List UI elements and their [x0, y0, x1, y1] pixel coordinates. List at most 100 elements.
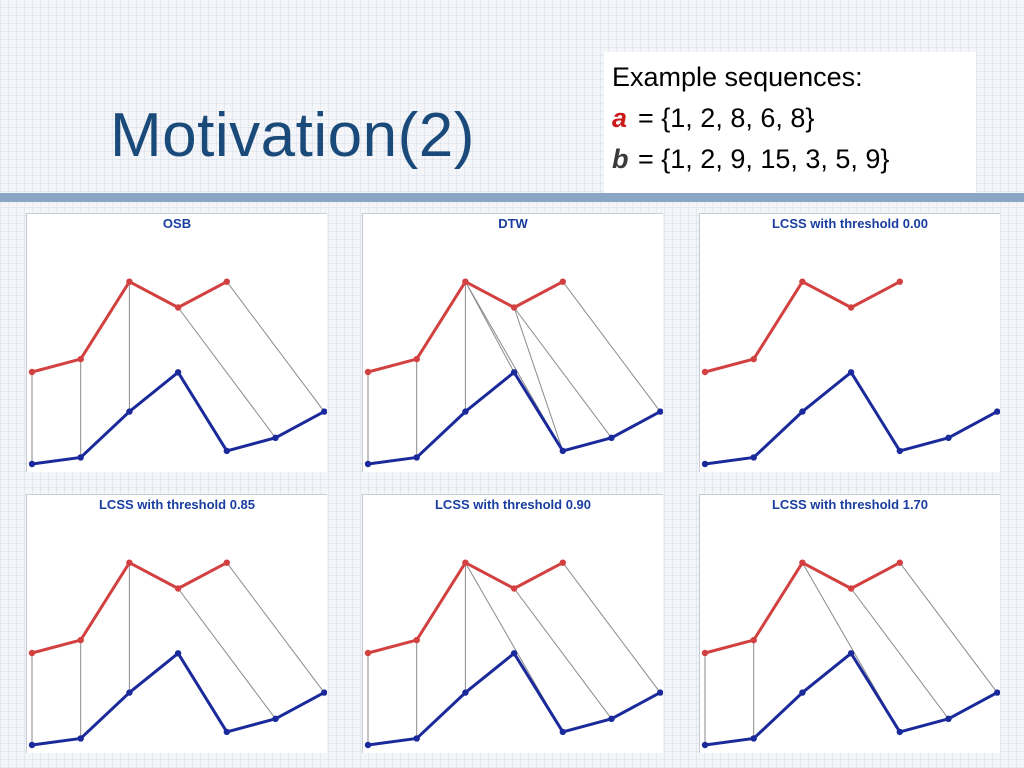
match-line [850, 588, 949, 720]
alignment-panel: LCSS with threshold 0.90 [362, 494, 663, 753]
sequence-b-point [510, 369, 518, 376]
sequence-a-point [701, 649, 709, 657]
sequence-b-line [367, 651, 661, 747]
panel-title: LCSS with threshold 0.85 [98, 497, 256, 512]
alignment-chart [701, 559, 1000, 749]
sequence-a-point [750, 636, 757, 644]
match-line [513, 307, 564, 452]
sequence-a-point [364, 649, 372, 657]
sequence-b-point [272, 715, 279, 722]
sequence-b-point [364, 460, 372, 468]
sequence-a-line [704, 561, 901, 655]
sequence-a-point [510, 585, 518, 592]
panel-title: LCSS with threshold 0.00 [771, 216, 929, 231]
sequence-a-point [223, 559, 230, 566]
sequence-b-point [510, 650, 518, 657]
sequence-a-point [174, 304, 182, 311]
sequence-b-point [364, 741, 372, 749]
sequence-b-point [750, 735, 757, 742]
match-line [562, 281, 661, 412]
sequence-b-point [750, 454, 757, 461]
sequence-a-point [750, 355, 757, 363]
match-line [562, 562, 661, 693]
sequence-a-point [28, 368, 36, 376]
sequence-b-point [799, 408, 806, 415]
sequence-a-point [559, 559, 566, 566]
sequence-b-point [657, 689, 663, 696]
sequence-a-point [510, 304, 518, 311]
sequence-a-point [364, 368, 372, 376]
sequence-a-point [174, 585, 182, 592]
sequence-a-point [413, 636, 420, 644]
panel-title: LCSS with threshold 1.70 [771, 497, 929, 512]
sequence-b-point [847, 650, 855, 657]
sequence-b-point [462, 408, 469, 415]
panel-title: OSB [162, 216, 192, 231]
panel-title: LCSS with threshold 0.90 [434, 497, 592, 512]
sequence-b-point [77, 454, 84, 461]
alignment-chart [28, 278, 327, 468]
sequence-b-point [223, 728, 230, 736]
sequence-a-point [77, 355, 84, 363]
match-line [177, 588, 276, 720]
sequence-b-point [462, 689, 469, 696]
sequence-b-point [896, 447, 903, 455]
sequence-a-point [799, 278, 806, 285]
sequence-a-point [126, 559, 133, 566]
sequence-b-point [223, 447, 230, 455]
sequence-b-point [28, 741, 36, 749]
sequence-b-point [126, 408, 133, 415]
sequence-a-point [413, 355, 420, 363]
sequence-b-point [126, 689, 133, 696]
alignment-chart [701, 278, 1000, 468]
sequence-b-point [657, 408, 663, 415]
alignment-panel: LCSS with threshold 0.00 [699, 213, 1000, 472]
sequence-b-point [701, 460, 709, 468]
sequence-b-point [272, 434, 279, 441]
sequences-heading: Example sequences: [612, 62, 863, 92]
sequence-b-point [994, 689, 1000, 696]
sequence-b-line [31, 370, 325, 466]
sequence-a-values: = {1, 2, 8, 6, 8} [638, 103, 815, 133]
alignment-chart [364, 278, 663, 468]
sequence-a-point [126, 278, 133, 285]
sequence-b-point [559, 728, 566, 736]
sequence-a-point [799, 559, 806, 566]
sequence-b: b = {1, 2, 9, 15, 3, 5, 9} [612, 144, 889, 175]
sequence-b-point [608, 434, 615, 441]
sequence-b-point [174, 650, 182, 657]
match-line [226, 562, 325, 693]
sequence-b-variable: b [612, 144, 629, 174]
sequence-a-point [896, 278, 903, 285]
sequence-b-line [704, 370, 998, 466]
sequence-a-point [559, 278, 566, 285]
sequence-b-values: = {1, 2, 9, 15, 3, 5, 9} [638, 144, 890, 174]
match-line [899, 562, 998, 693]
sequence-b-line [704, 651, 998, 747]
sequence-a-point [77, 636, 84, 644]
match-line [226, 281, 325, 412]
sequence-a-line [704, 280, 901, 374]
sequence-a-point [896, 559, 903, 566]
title-divider-bar [0, 193, 1024, 202]
alignment-panel: LCSS with threshold 0.85 [26, 494, 327, 753]
match-line [177, 307, 276, 439]
slide-title: Motivation(2) [110, 101, 475, 170]
sequence-b-point [945, 434, 952, 441]
sequence-b-point [896, 728, 903, 736]
sequence-b-point [799, 689, 806, 696]
sequence-a-point [701, 368, 709, 376]
sequence-b-point [28, 460, 36, 468]
sequence-b-point [413, 735, 420, 742]
alignment-chart [364, 559, 663, 749]
sequence-a-point [223, 278, 230, 285]
sequence-b-point [413, 454, 420, 461]
alignment-panel: DTW [362, 213, 663, 472]
sequence-b-point [321, 408, 327, 415]
sequence-b-point [321, 689, 327, 696]
sequence-a-point [847, 304, 855, 311]
sequence-a-point [28, 649, 36, 657]
sequence-b-line [367, 370, 661, 466]
sequence-a-point [847, 585, 855, 592]
sequence-a-point [462, 559, 469, 566]
